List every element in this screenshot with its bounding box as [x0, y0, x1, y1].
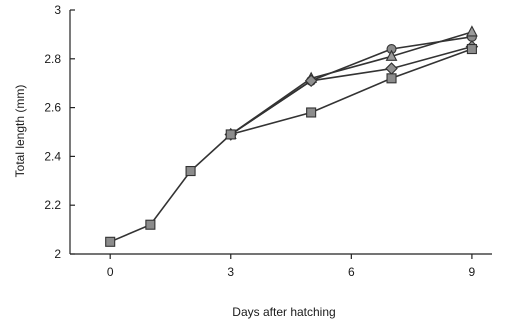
data-point-triangle [385, 49, 398, 61]
data-point-triangle [465, 25, 478, 37]
x-tick-label: 0 [107, 265, 114, 279]
y-tick-label: 2.4 [44, 149, 61, 163]
data-point-square [185, 165, 196, 177]
axes [69, 10, 492, 255]
x-tick-label: 9 [469, 265, 476, 279]
y-tick-label: 2.2 [44, 198, 61, 212]
x-tick-label: 3 [227, 265, 234, 279]
y-tick-label: 2 [54, 247, 61, 261]
data-point-square [386, 73, 397, 84]
data-point-square [225, 129, 236, 140]
data-point-square [306, 107, 317, 118]
series-line-triangle [230, 31, 473, 136]
series-line-square [109, 48, 473, 243]
ticks [70, 9, 473, 259]
y-tick-label: 3 [54, 3, 61, 17]
y-tick-label: 2.6 [44, 101, 61, 115]
data-point-square [145, 219, 156, 230]
series-line-diamond [230, 45, 473, 136]
y-axis-title: Total length (mm) [13, 85, 27, 178]
plot-area [105, 25, 479, 247]
y-tick-label: 2.8 [44, 52, 61, 66]
series-line-circle [230, 36, 473, 136]
data-point-diamond [304, 74, 318, 88]
x-axis-title: Days after hatching [232, 305, 335, 319]
data-point-square [466, 43, 477, 55]
x-tick-label: 6 [348, 265, 355, 279]
data-point-square [105, 236, 116, 247]
data-point-diamond [385, 62, 398, 75]
tick-labels: 2 2.2 2.4 2.6 2.8 3 0 3 6 9 [44, 3, 475, 279]
